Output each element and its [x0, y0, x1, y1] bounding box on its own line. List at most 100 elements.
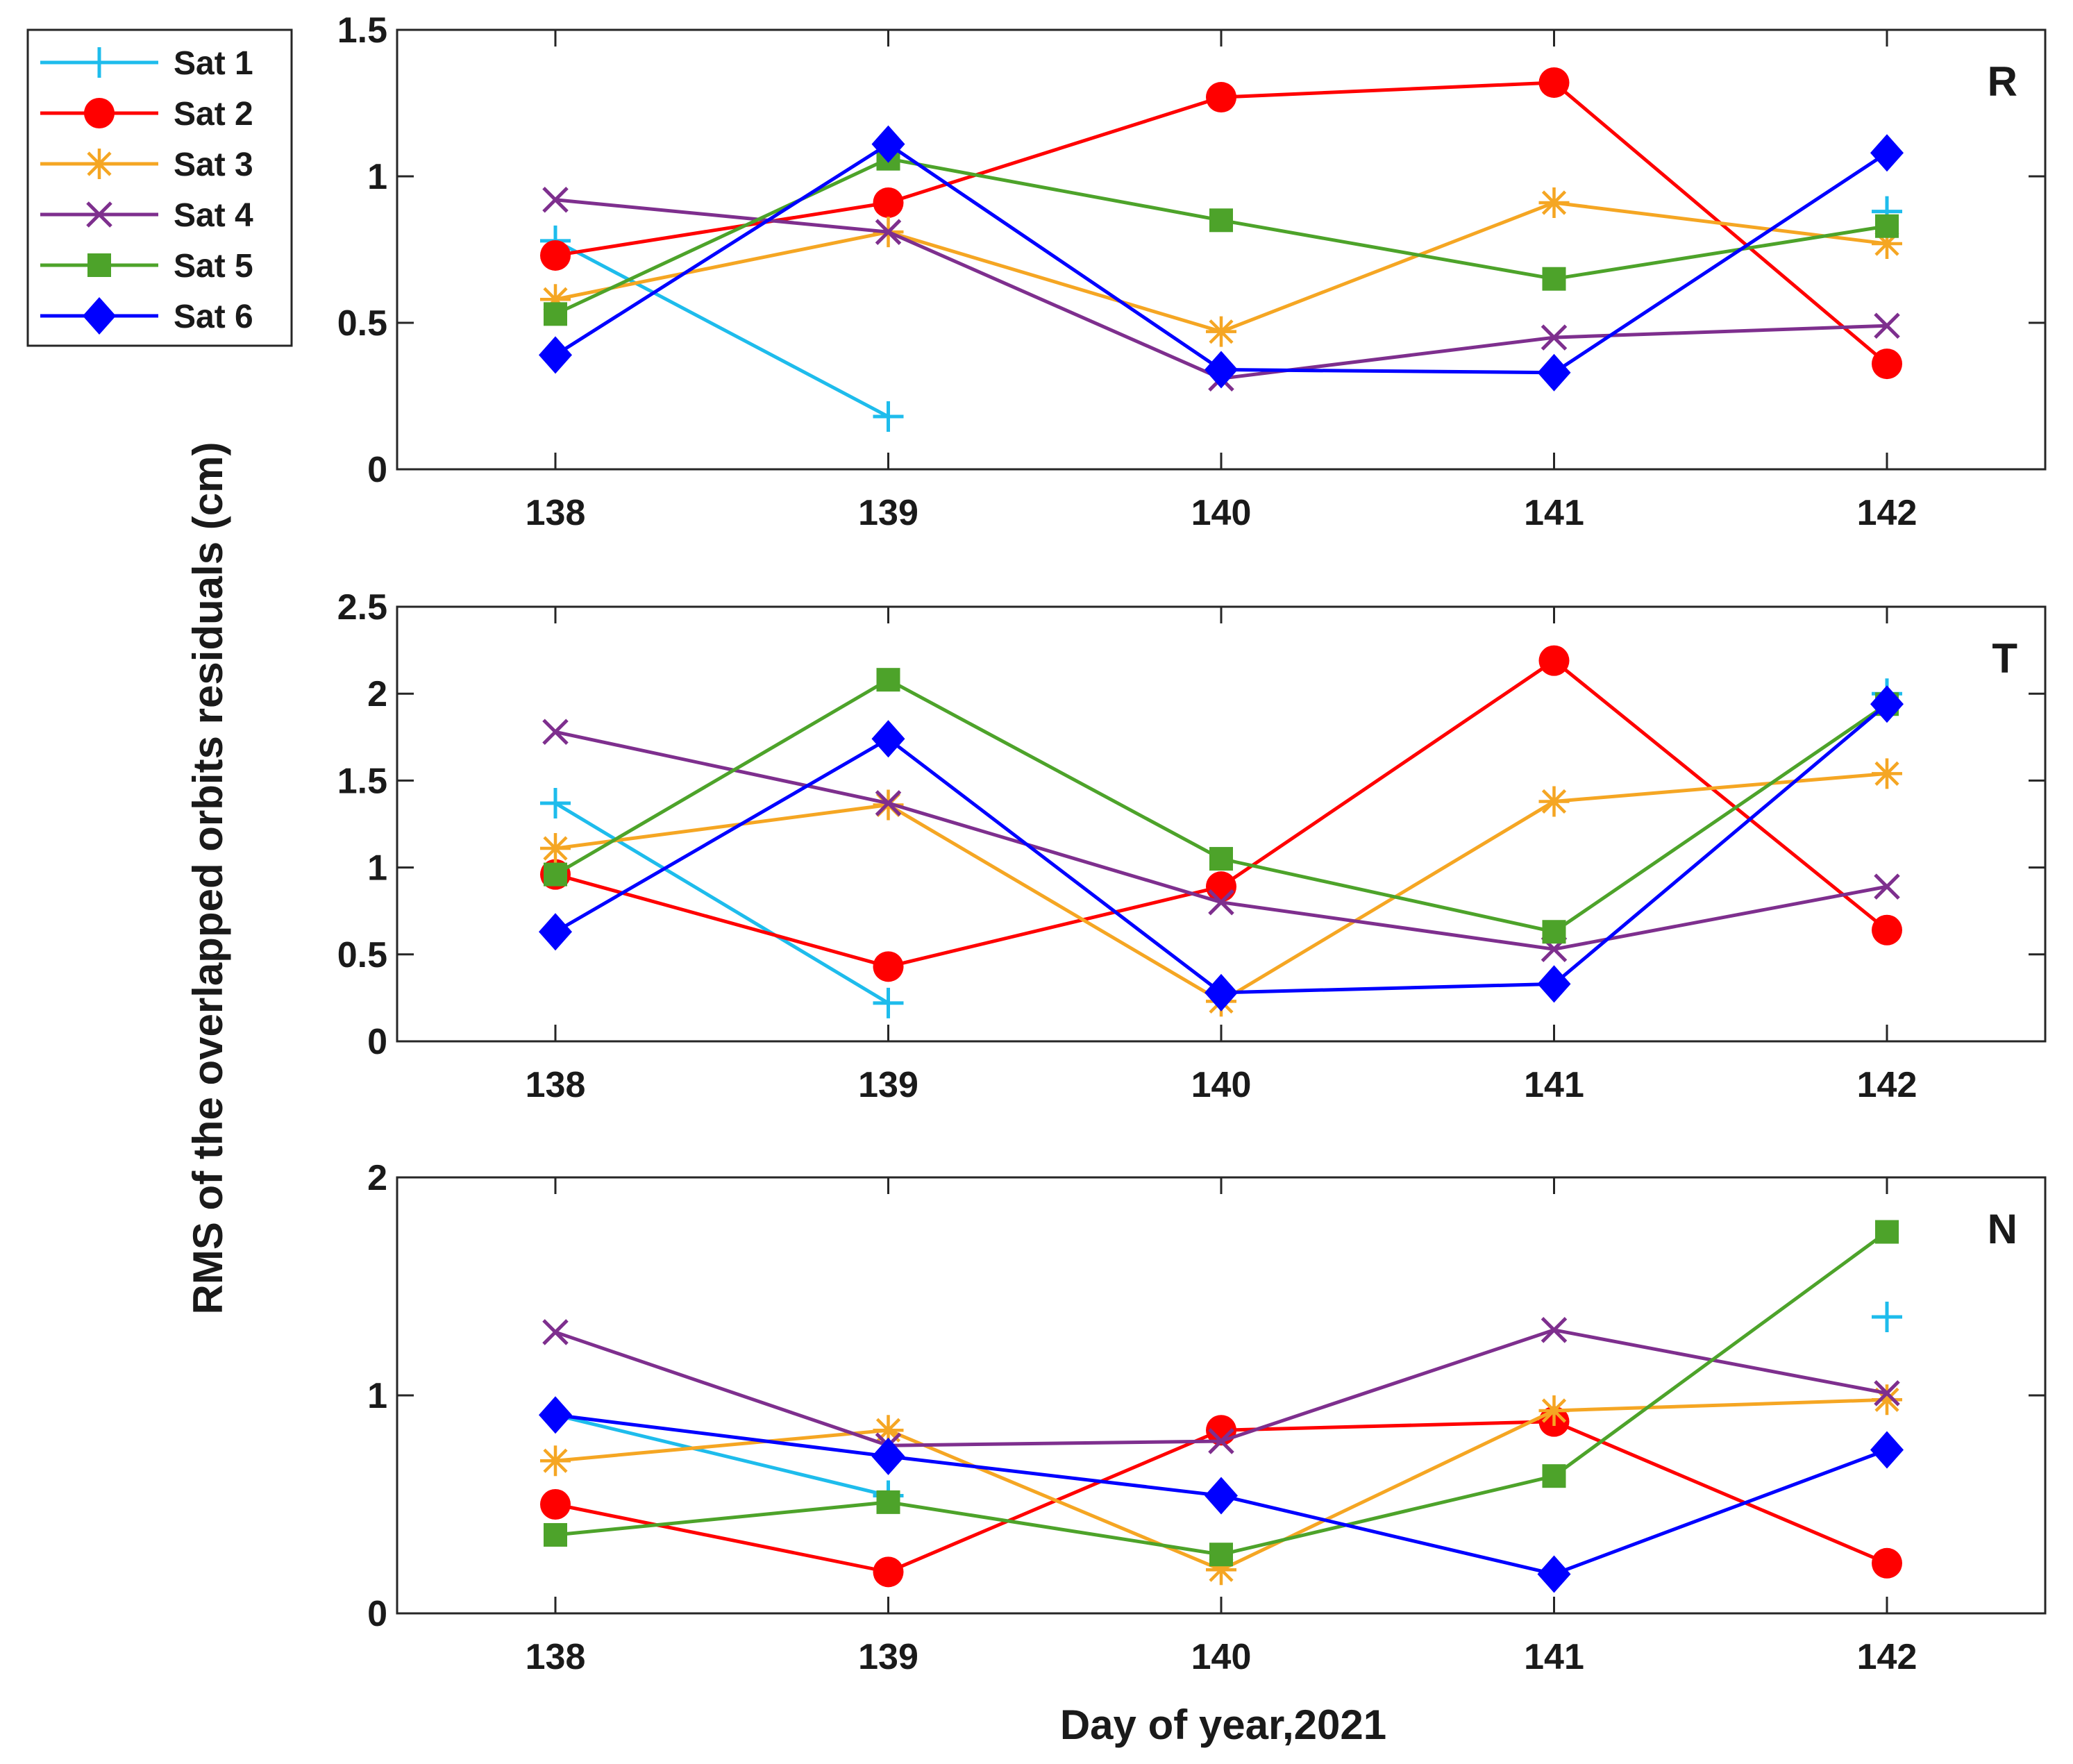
data-point: [1872, 348, 1902, 380]
data-point: [1874, 873, 1900, 900]
series-line-segment: [1220, 218, 1554, 281]
series-line-segment: [888, 1500, 1222, 1556]
series-line-segment: [1220, 900, 1554, 951]
data-point: [1537, 965, 1571, 1003]
data-point: [542, 186, 569, 213]
data-point: [1872, 1547, 1902, 1579]
x-axis-title: Day of year,2021: [1060, 1702, 1386, 1748]
x-tick-label: 138: [526, 493, 586, 533]
y-tick-label: 0.5: [337, 935, 387, 975]
data-point: [1541, 324, 1568, 351]
series-line-segment: [887, 884, 1222, 968]
series-line-segment: [555, 730, 889, 805]
data-point: [542, 719, 569, 746]
series-line-segment: [887, 95, 1222, 205]
legend-marker: [83, 297, 116, 335]
legend-item: Sat 5: [40, 248, 253, 285]
y-tick-label: 2: [367, 1158, 387, 1198]
series-line-segment: [555, 803, 889, 850]
series-line-segment: [1553, 703, 1888, 934]
legend-label: Sat 3: [174, 146, 253, 183]
y-tick-label: 1: [367, 848, 387, 889]
series-sat-4: [542, 1317, 1900, 1459]
legend-label: Sat 1: [174, 45, 253, 82]
series-line-segment: [554, 239, 889, 419]
data-point: [1206, 82, 1236, 113]
series-sat-2: [540, 645, 1902, 982]
data-point: [876, 668, 900, 692]
data-point: [540, 284, 571, 315]
data-point: [540, 833, 571, 864]
legend-marker: [84, 98, 115, 128]
data-point: [1537, 353, 1571, 392]
series-sat-2: [540, 1406, 1902, 1588]
data-point: [873, 987, 904, 1018]
data-point: [539, 913, 572, 951]
series-line-segment: [555, 198, 889, 234]
series-sat-6: [539, 1396, 1904, 1593]
legend: Sat 1 Sat 2 Sat 3 Sat 4 Sat 5 Sat 6: [26, 28, 293, 347]
x-tick-label: 142: [1857, 1065, 1917, 1105]
x-tick-label: 139: [858, 493, 918, 533]
data-point: [1870, 1431, 1904, 1469]
series-line-segment: [554, 157, 889, 316]
data-point: [539, 1396, 572, 1434]
series-line-segment: [1220, 857, 1555, 934]
series-sat-3: [540, 1384, 1902, 1586]
data-point: [1874, 1380, 1900, 1406]
panel-label: N: [1988, 1206, 2017, 1252]
series-sat-5: [544, 1220, 1899, 1567]
x-tick-label: 141: [1524, 493, 1584, 533]
data-point: [1205, 351, 1238, 389]
series-line-segment: [888, 1454, 1222, 1497]
data-point: [1542, 920, 1566, 944]
series-line-segment: [1552, 703, 1888, 986]
legend-label: Sat 6: [174, 299, 253, 335]
series-line-segment: [888, 157, 1222, 222]
series-line-segment: [887, 803, 1223, 1003]
data-point: [1538, 1395, 1570, 1426]
y-tick-label: 0: [367, 1022, 387, 1062]
data-point: [542, 1319, 569, 1345]
series-line-segment: [1220, 800, 1555, 1003]
data-point: [1872, 1384, 1902, 1416]
series-line-segment: [1554, 201, 1888, 246]
legend-item: Sat 1: [40, 45, 253, 82]
data-point: [1542, 267, 1566, 291]
series-line-segment: [554, 142, 889, 357]
data-point: [876, 1490, 900, 1514]
data-point: [871, 125, 905, 163]
series-line-segment: [555, 1428, 889, 1463]
data-point: [540, 240, 571, 271]
series-line-segment: [1552, 659, 1888, 932]
series-line-segment: [555, 1413, 889, 1497]
series-line-segment: [555, 1413, 889, 1459]
x-tick-label: 138: [526, 1637, 586, 1677]
data-point: [1538, 645, 1570, 676]
y-tick-label: 0: [367, 450, 387, 490]
data-point: [873, 187, 904, 218]
series-line-segment: [887, 230, 1222, 334]
series-line-segment: [887, 142, 1223, 371]
y-tick-label: 1.5: [337, 761, 387, 801]
series-line-segment: [1220, 982, 1554, 995]
series-sat-4: [542, 719, 1900, 963]
y-axis-title: RMS of the overlapped orbits residuals (…: [185, 442, 231, 1315]
data-point: [875, 790, 902, 816]
panel-label: R: [1988, 58, 2017, 105]
series-line-segment: [1553, 1420, 1888, 1565]
data-point: [1206, 316, 1236, 347]
data-point: [1542, 1464, 1566, 1488]
panel-r: 0 0.5 1 1.5 138 139 140 141 142 R: [337, 10, 2047, 533]
legend-label: Sat 2: [174, 96, 253, 133]
data-point: [1538, 187, 1570, 218]
series-line-segment: [1220, 1420, 1554, 1432]
data-point: [544, 1522, 567, 1547]
series-sat-6: [539, 685, 1904, 1011]
y-tick-label: 1: [367, 1376, 387, 1416]
panel-t: 0 0.5 1 1.5 2 2.5 138 139 140 141 142 T: [337, 587, 2047, 1105]
chart-panels: 0 0.5 1 1.5 138 139 140 141 142 R 0 0.5 1 1.5 2 2.5 138 1…: [337, 10, 2047, 1677]
series-sat-2: [540, 67, 1902, 380]
legend-marker: [87, 253, 111, 277]
data-point: [1538, 67, 1570, 98]
